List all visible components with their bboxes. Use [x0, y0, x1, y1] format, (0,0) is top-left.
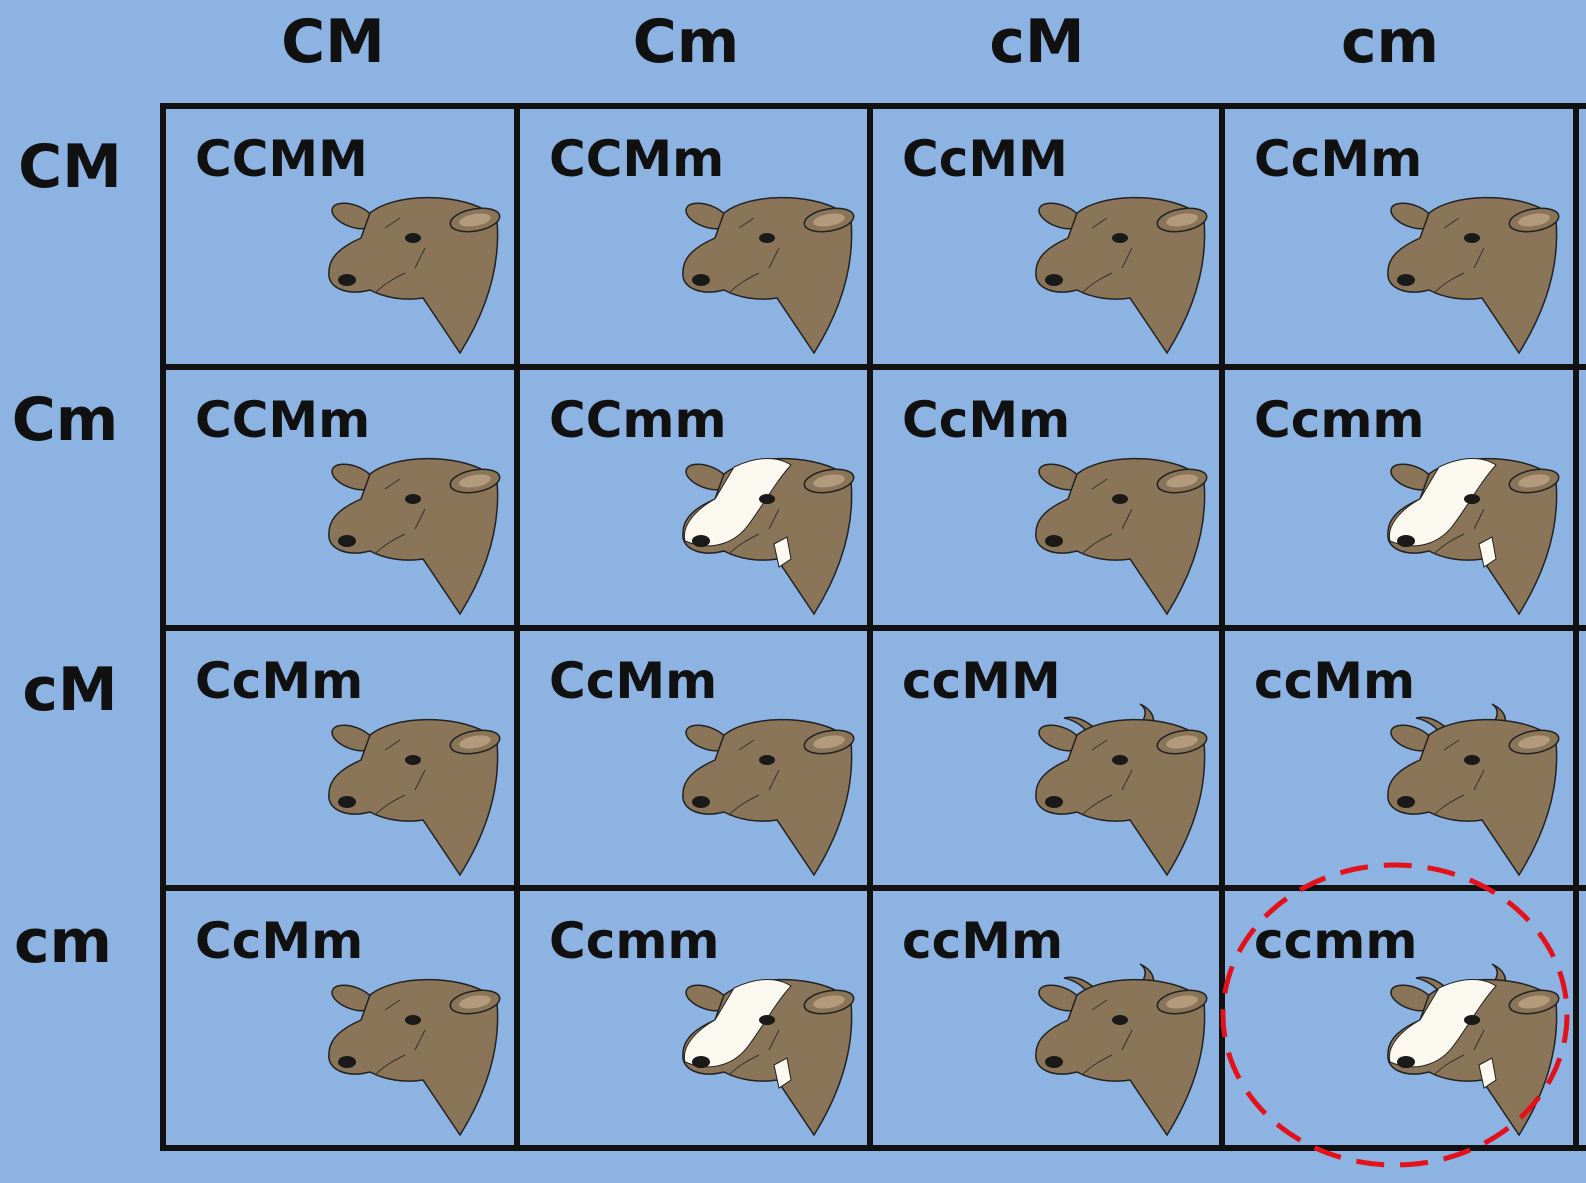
- highlight-circle: [1220, 862, 1570, 1168]
- genotype-label: CcMm: [549, 652, 717, 710]
- genotype-label: CCMM: [195, 130, 368, 188]
- genotype-label: CcMm: [195, 912, 363, 970]
- cow-head: [1036, 459, 1209, 614]
- genotype-label: Ccmm: [1254, 391, 1425, 449]
- genotype-label: ccMM: [902, 652, 1061, 710]
- cow-head: [683, 980, 856, 1136]
- row-header: CM: [18, 132, 122, 202]
- column-header: CM: [281, 7, 385, 77]
- genotype-label: CCMm: [549, 130, 724, 188]
- genotype-label: CcMm: [1254, 130, 1422, 188]
- column-header: cm: [1341, 7, 1439, 77]
- genotype-label: CCMm: [195, 391, 370, 449]
- row-header: Cm: [12, 385, 119, 455]
- genotype-label: CCmm: [549, 391, 727, 449]
- genotype-label: CcMm: [195, 652, 363, 710]
- cow-head: [329, 459, 502, 614]
- cow-head: [1388, 964, 1561, 1135]
- genotype-label: ccMm: [902, 912, 1063, 970]
- column-header: Cm: [633, 7, 740, 77]
- cow-head: [1388, 198, 1561, 353]
- cow-head: [1036, 198, 1209, 353]
- cow-head: [683, 198, 856, 353]
- genotype-label: ccMm: [1254, 652, 1415, 710]
- cow-head: [1388, 704, 1561, 875]
- row-header: cm: [14, 907, 112, 977]
- cow-head: [329, 198, 502, 353]
- genotype-label: Ccmm: [549, 912, 720, 970]
- genotype-label: CcMm: [902, 391, 1070, 449]
- row-header: cM: [22, 655, 117, 725]
- genotype-label: ccmm: [1254, 912, 1417, 970]
- cow-head: [1036, 964, 1209, 1135]
- cow-head: [683, 720, 856, 875]
- cow-head: [329, 720, 502, 875]
- genotype-label: CcMM: [902, 130, 1068, 188]
- column-header: cM: [989, 7, 1084, 77]
- cow-head: [683, 459, 856, 615]
- cow-head: [1036, 704, 1209, 875]
- cow-head: [329, 980, 502, 1135]
- cow-head: [1388, 459, 1561, 615]
